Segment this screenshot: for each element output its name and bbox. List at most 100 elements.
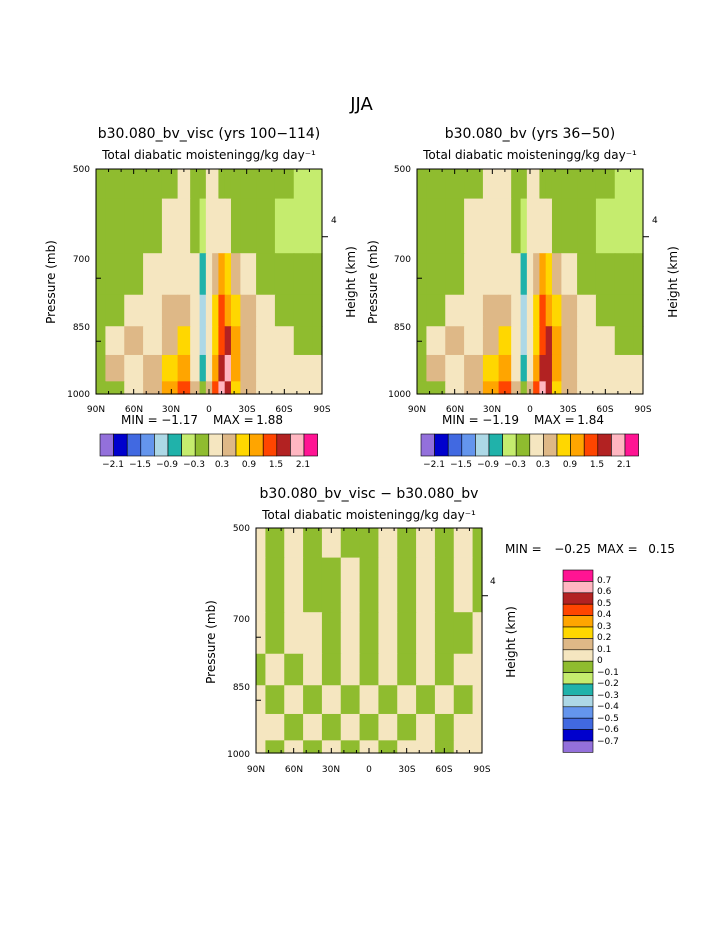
panel-3-colorbar-label: −0.3 bbox=[597, 691, 619, 701]
heatmap-cell bbox=[143, 253, 163, 296]
heatmap-cell bbox=[526, 294, 534, 327]
panel-2-subtitle-text: Total diabatic moistening bbox=[422, 148, 573, 162]
heatmap-cell bbox=[177, 169, 191, 200]
heatmap-cell bbox=[161, 326, 179, 356]
panel-1-ylabel: Pressure (mb) bbox=[44, 240, 58, 324]
heatmap-cell bbox=[212, 354, 220, 382]
heatmap-cell bbox=[614, 294, 635, 327]
panel-3-min-value: −0.25 bbox=[554, 542, 591, 556]
panel-3-colorbar-label: −0.4 bbox=[597, 702, 619, 712]
panel-1-colorbar-label: 2.1 bbox=[296, 460, 310, 470]
colorbar-swatch bbox=[562, 569, 594, 582]
panel-2-y2-tick: 4 bbox=[652, 216, 658, 226]
panel-2-max-label: MAX = bbox=[534, 413, 575, 427]
panel-1-colorbar-label: −2.1 bbox=[102, 460, 124, 470]
heatmap-cell bbox=[577, 198, 597, 254]
panel-1-colorbar-label: −0.9 bbox=[156, 460, 178, 470]
heatmap-cell bbox=[378, 528, 398, 559]
colorbar-swatch bbox=[126, 433, 142, 457]
heatmap-cell bbox=[445, 354, 465, 382]
heatmap-cell bbox=[340, 740, 361, 754]
heatmap-cell bbox=[417, 326, 428, 356]
panel-3-colorbar-label: 0.4 bbox=[597, 610, 612, 620]
heatmap-cell bbox=[256, 169, 276, 200]
heatmap-cell bbox=[417, 253, 428, 296]
heatmap-cell bbox=[340, 528, 361, 559]
panel-3-subtitle: Total diabatic moisteningg/kg day⁻¹ bbox=[261, 508, 476, 522]
heatmap-cell bbox=[303, 557, 323, 613]
panel-1-colorbar-label: −1.5 bbox=[129, 460, 151, 470]
heatmap-cell bbox=[303, 713, 323, 741]
heatmap-cell bbox=[511, 326, 522, 356]
heatmap-cell bbox=[340, 557, 361, 613]
heatmap-cell bbox=[595, 169, 616, 200]
heatmap-cell bbox=[190, 253, 201, 296]
heatmap-cell bbox=[96, 169, 107, 200]
heatmap-cell bbox=[533, 253, 541, 296]
heatmap-cell bbox=[511, 253, 522, 296]
panel-1-x-tick: 90N bbox=[87, 405, 105, 415]
panel-1-colorbar-labels: −2.1 −1.5 −0.9 −0.3 0.3 0.9 1.5 2.1 bbox=[102, 460, 310, 470]
heatmap-cell bbox=[218, 294, 226, 327]
panel-2-colorbar-label: −2.1 bbox=[423, 460, 445, 470]
heatmap-cell bbox=[482, 198, 500, 254]
heatmap-cell bbox=[614, 326, 635, 356]
heatmap-cell bbox=[274, 381, 295, 395]
panel-3-colorbar-labels: 0.7 0.6 0.5 0.4 0.3 0.2 0.1 0 −0.1 −0.2 … bbox=[597, 576, 619, 747]
heatmap-cell bbox=[224, 169, 232, 200]
heatmap-cell bbox=[533, 294, 541, 327]
colorbar-swatch bbox=[562, 626, 594, 639]
heatmap-cell bbox=[416, 713, 436, 741]
heatmap-cell bbox=[105, 326, 125, 356]
heatmap-cell bbox=[321, 685, 342, 715]
heatmap-cell bbox=[256, 381, 276, 395]
heatmap-cell bbox=[274, 354, 295, 382]
colorbar-swatch bbox=[562, 581, 594, 594]
heatmap-cell bbox=[511, 294, 522, 327]
heatmap-cell bbox=[303, 528, 323, 559]
colorbar-swatch bbox=[562, 683, 594, 696]
heatmap-cell bbox=[378, 740, 398, 754]
heatmap-cell bbox=[545, 326, 553, 356]
panel-3-y-ticks: 500 700 850 1000 bbox=[227, 524, 250, 760]
heatmap-cell bbox=[265, 528, 285, 559]
heatmap-cell bbox=[190, 381, 201, 395]
panel-2-colorbar-label: 0.9 bbox=[563, 460, 578, 470]
heatmap-cell bbox=[526, 381, 534, 395]
heatmap-cell bbox=[240, 381, 257, 395]
heatmap-cell bbox=[230, 381, 241, 395]
heatmap-cell bbox=[633, 294, 644, 327]
heatmap-cell bbox=[539, 326, 547, 356]
heatmap-cell bbox=[124, 169, 144, 200]
heatmap-cell bbox=[498, 354, 512, 382]
heatmap-cell bbox=[190, 326, 201, 356]
heatmap-cell bbox=[256, 713, 267, 741]
heatmap-cell bbox=[124, 198, 144, 254]
panel-1-max-label: MAX = bbox=[213, 413, 254, 427]
heatmap-cell bbox=[312, 253, 323, 296]
panel-1: b30.080_bv_visc (yrs 100−114) Total diab… bbox=[44, 126, 358, 470]
heatmap-cell bbox=[293, 326, 314, 356]
heatmap-cell bbox=[426, 253, 446, 296]
heatmap-cell bbox=[417, 198, 428, 254]
panel-1-x-tick: 60N bbox=[125, 405, 143, 415]
heatmap-cell bbox=[212, 294, 220, 327]
panel-1-x-tick: 30N bbox=[162, 405, 180, 415]
panel-3-y-tick: 850 bbox=[233, 683, 250, 693]
heatmap-cell bbox=[359, 685, 380, 715]
colorbar-swatch bbox=[562, 649, 594, 662]
heatmap-cell bbox=[212, 198, 220, 254]
heatmap-cell bbox=[321, 528, 342, 559]
colorbar-swatch bbox=[562, 615, 594, 628]
heatmap-cell bbox=[256, 685, 267, 715]
colorbar-swatch bbox=[194, 433, 210, 457]
panel-3-x-tick: 60S bbox=[435, 765, 452, 775]
heatmap-cell bbox=[359, 653, 380, 686]
heatmap-cell bbox=[177, 354, 191, 382]
heatmap-cell bbox=[230, 354, 241, 382]
heatmap-cell bbox=[633, 381, 644, 395]
colorbar-swatch bbox=[562, 729, 594, 742]
heatmap-cell bbox=[434, 740, 455, 754]
panel-1-min-value: −1.17 bbox=[161, 413, 198, 427]
heatmap-cell bbox=[321, 713, 342, 741]
